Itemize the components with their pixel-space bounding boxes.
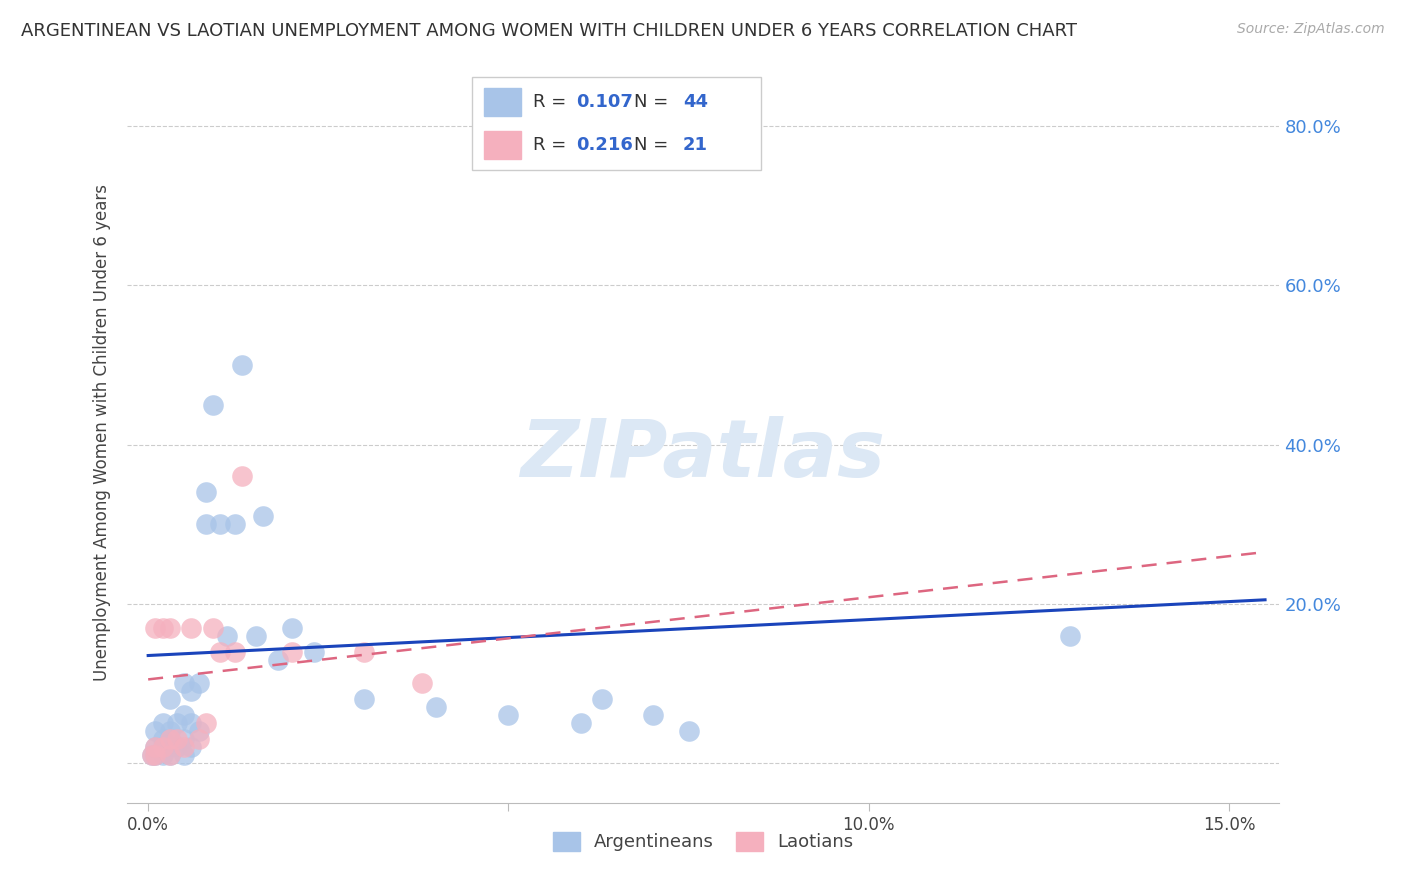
Point (569, 716, 592, 731)
Point (166, 732, 188, 747)
Point (180, 684, 202, 698)
Point (187, 732, 209, 747)
Point (145, 747, 166, 762)
Point (209, 644, 232, 658)
Point (152, 716, 174, 731)
Point (180, 716, 202, 731)
Point (152, 747, 174, 762)
Point (159, 692, 181, 706)
Point (166, 740, 188, 755)
Point (411, 676, 433, 690)
Point (145, 740, 166, 755)
Point (141, 747, 163, 762)
Point (159, 747, 181, 762)
Point (173, 740, 195, 755)
Point (302, 644, 325, 658)
Point (231, 469, 253, 483)
Point (194, 485, 217, 500)
Point (159, 747, 181, 762)
Point (217, 629, 239, 643)
Point (231, 358, 253, 372)
Point (498, 708, 520, 723)
Point (281, 621, 304, 635)
Point (1059, 629, 1081, 643)
Point (202, 398, 225, 412)
Point (173, 676, 195, 690)
Point (152, 740, 174, 755)
Point (281, 644, 304, 658)
Point (145, 747, 166, 762)
Point (641, 708, 664, 723)
Point (591, 692, 613, 706)
Point (194, 716, 217, 731)
Point (245, 629, 267, 643)
Text: ZIPatlas: ZIPatlas (520, 416, 886, 494)
Point (159, 621, 181, 635)
Point (202, 621, 225, 635)
Point (141, 747, 163, 762)
Point (180, 740, 202, 755)
Point (187, 676, 209, 690)
Point (159, 732, 181, 747)
Point (187, 724, 209, 739)
Point (166, 716, 188, 731)
Point (353, 644, 375, 658)
Point (209, 517, 232, 532)
Legend: Argentineans, Laotians: Argentineans, Laotians (544, 823, 862, 861)
Point (678, 724, 700, 739)
Point (152, 732, 174, 747)
Point (194, 517, 217, 532)
Point (159, 740, 181, 755)
Point (224, 644, 246, 658)
Y-axis label: Unemployment Among Women with Children Under 6 years: Unemployment Among Women with Children U… (93, 184, 111, 681)
Point (173, 747, 195, 762)
Point (180, 621, 202, 635)
Point (173, 708, 195, 723)
Point (267, 652, 290, 666)
Text: ARGENTINEAN VS LAOTIAN UNEMPLOYMENT AMONG WOMEN WITH CHILDREN UNDER 6 YEARS CORR: ARGENTINEAN VS LAOTIAN UNEMPLOYMENT AMON… (21, 22, 1077, 40)
Point (145, 740, 166, 755)
Point (159, 732, 181, 747)
Point (145, 724, 166, 739)
Point (252, 509, 274, 524)
Point (224, 517, 246, 532)
Point (152, 740, 174, 755)
Point (145, 621, 166, 635)
Text: Source: ZipAtlas.com: Source: ZipAtlas.com (1237, 22, 1385, 37)
Point (152, 621, 174, 635)
Point (353, 692, 375, 706)
Point (159, 724, 181, 739)
Point (425, 700, 447, 714)
Point (173, 732, 195, 747)
